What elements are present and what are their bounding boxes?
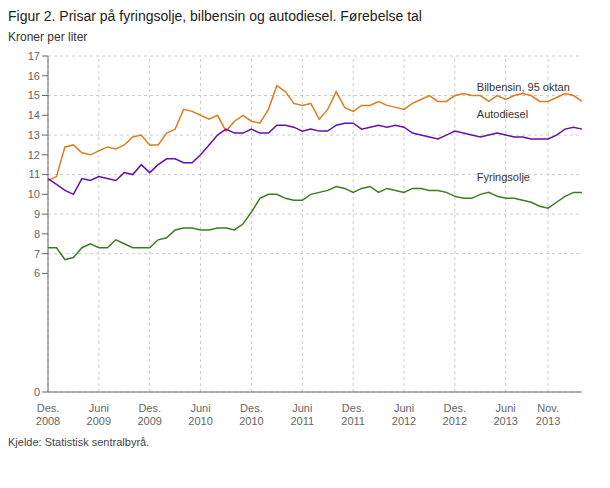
svg-text:Juni2010: Juni2010: [188, 402, 212, 427]
svg-text:Juni2009: Juni2009: [87, 402, 111, 427]
svg-text:Autodiesel: Autodiesel: [477, 108, 528, 120]
svg-text:10: 10: [28, 188, 40, 200]
svg-text:13: 13: [28, 129, 40, 141]
svg-text:0: 0: [34, 386, 40, 398]
svg-text:17: 17: [28, 50, 40, 62]
svg-text:12: 12: [28, 149, 40, 161]
svg-text:Des.2010: Des.2010: [239, 402, 263, 427]
svg-text:6: 6: [34, 267, 40, 279]
svg-text:Des.2009: Des.2009: [137, 402, 161, 427]
svg-text:Bilbensin, 95 oktan: Bilbensin, 95 oktan: [477, 81, 570, 93]
svg-text:8: 8: [34, 228, 40, 240]
svg-text:16: 16: [28, 70, 40, 82]
svg-text:14: 14: [28, 109, 40, 121]
svg-text:7: 7: [34, 248, 40, 260]
html-text:Kjelde: Statistisk sentralbyrå: Kjelde: Statistisk sentralbyrå.: [8, 436, 150, 448]
svg-text:Nov.2013: Nov.2013: [536, 402, 560, 427]
svg-text:15: 15: [28, 89, 40, 101]
html-text:Figur 2. Prisar på fyringsolje: Figur 2. Prisar på fyringsolje, bilbensi…: [8, 8, 422, 24]
svg-text:11: 11: [29, 168, 40, 180]
svg-text:Des.2011: Des.2011: [341, 402, 365, 427]
svg-text:Fyringsolje: Fyringsolje: [477, 171, 530, 183]
svg-text:9: 9: [34, 208, 40, 220]
html-text:Kroner per liter: Kroner per liter: [8, 30, 88, 44]
svg-text:Des.2012: Des.2012: [443, 402, 467, 427]
svg-text:Juni2011: Juni2011: [290, 402, 314, 427]
svg-text:Juni2012: Juni2012: [392, 402, 416, 427]
svg-text:Juni2013: Juni2013: [493, 402, 517, 427]
svg-text:Des.2008: Des.2008: [36, 402, 60, 427]
